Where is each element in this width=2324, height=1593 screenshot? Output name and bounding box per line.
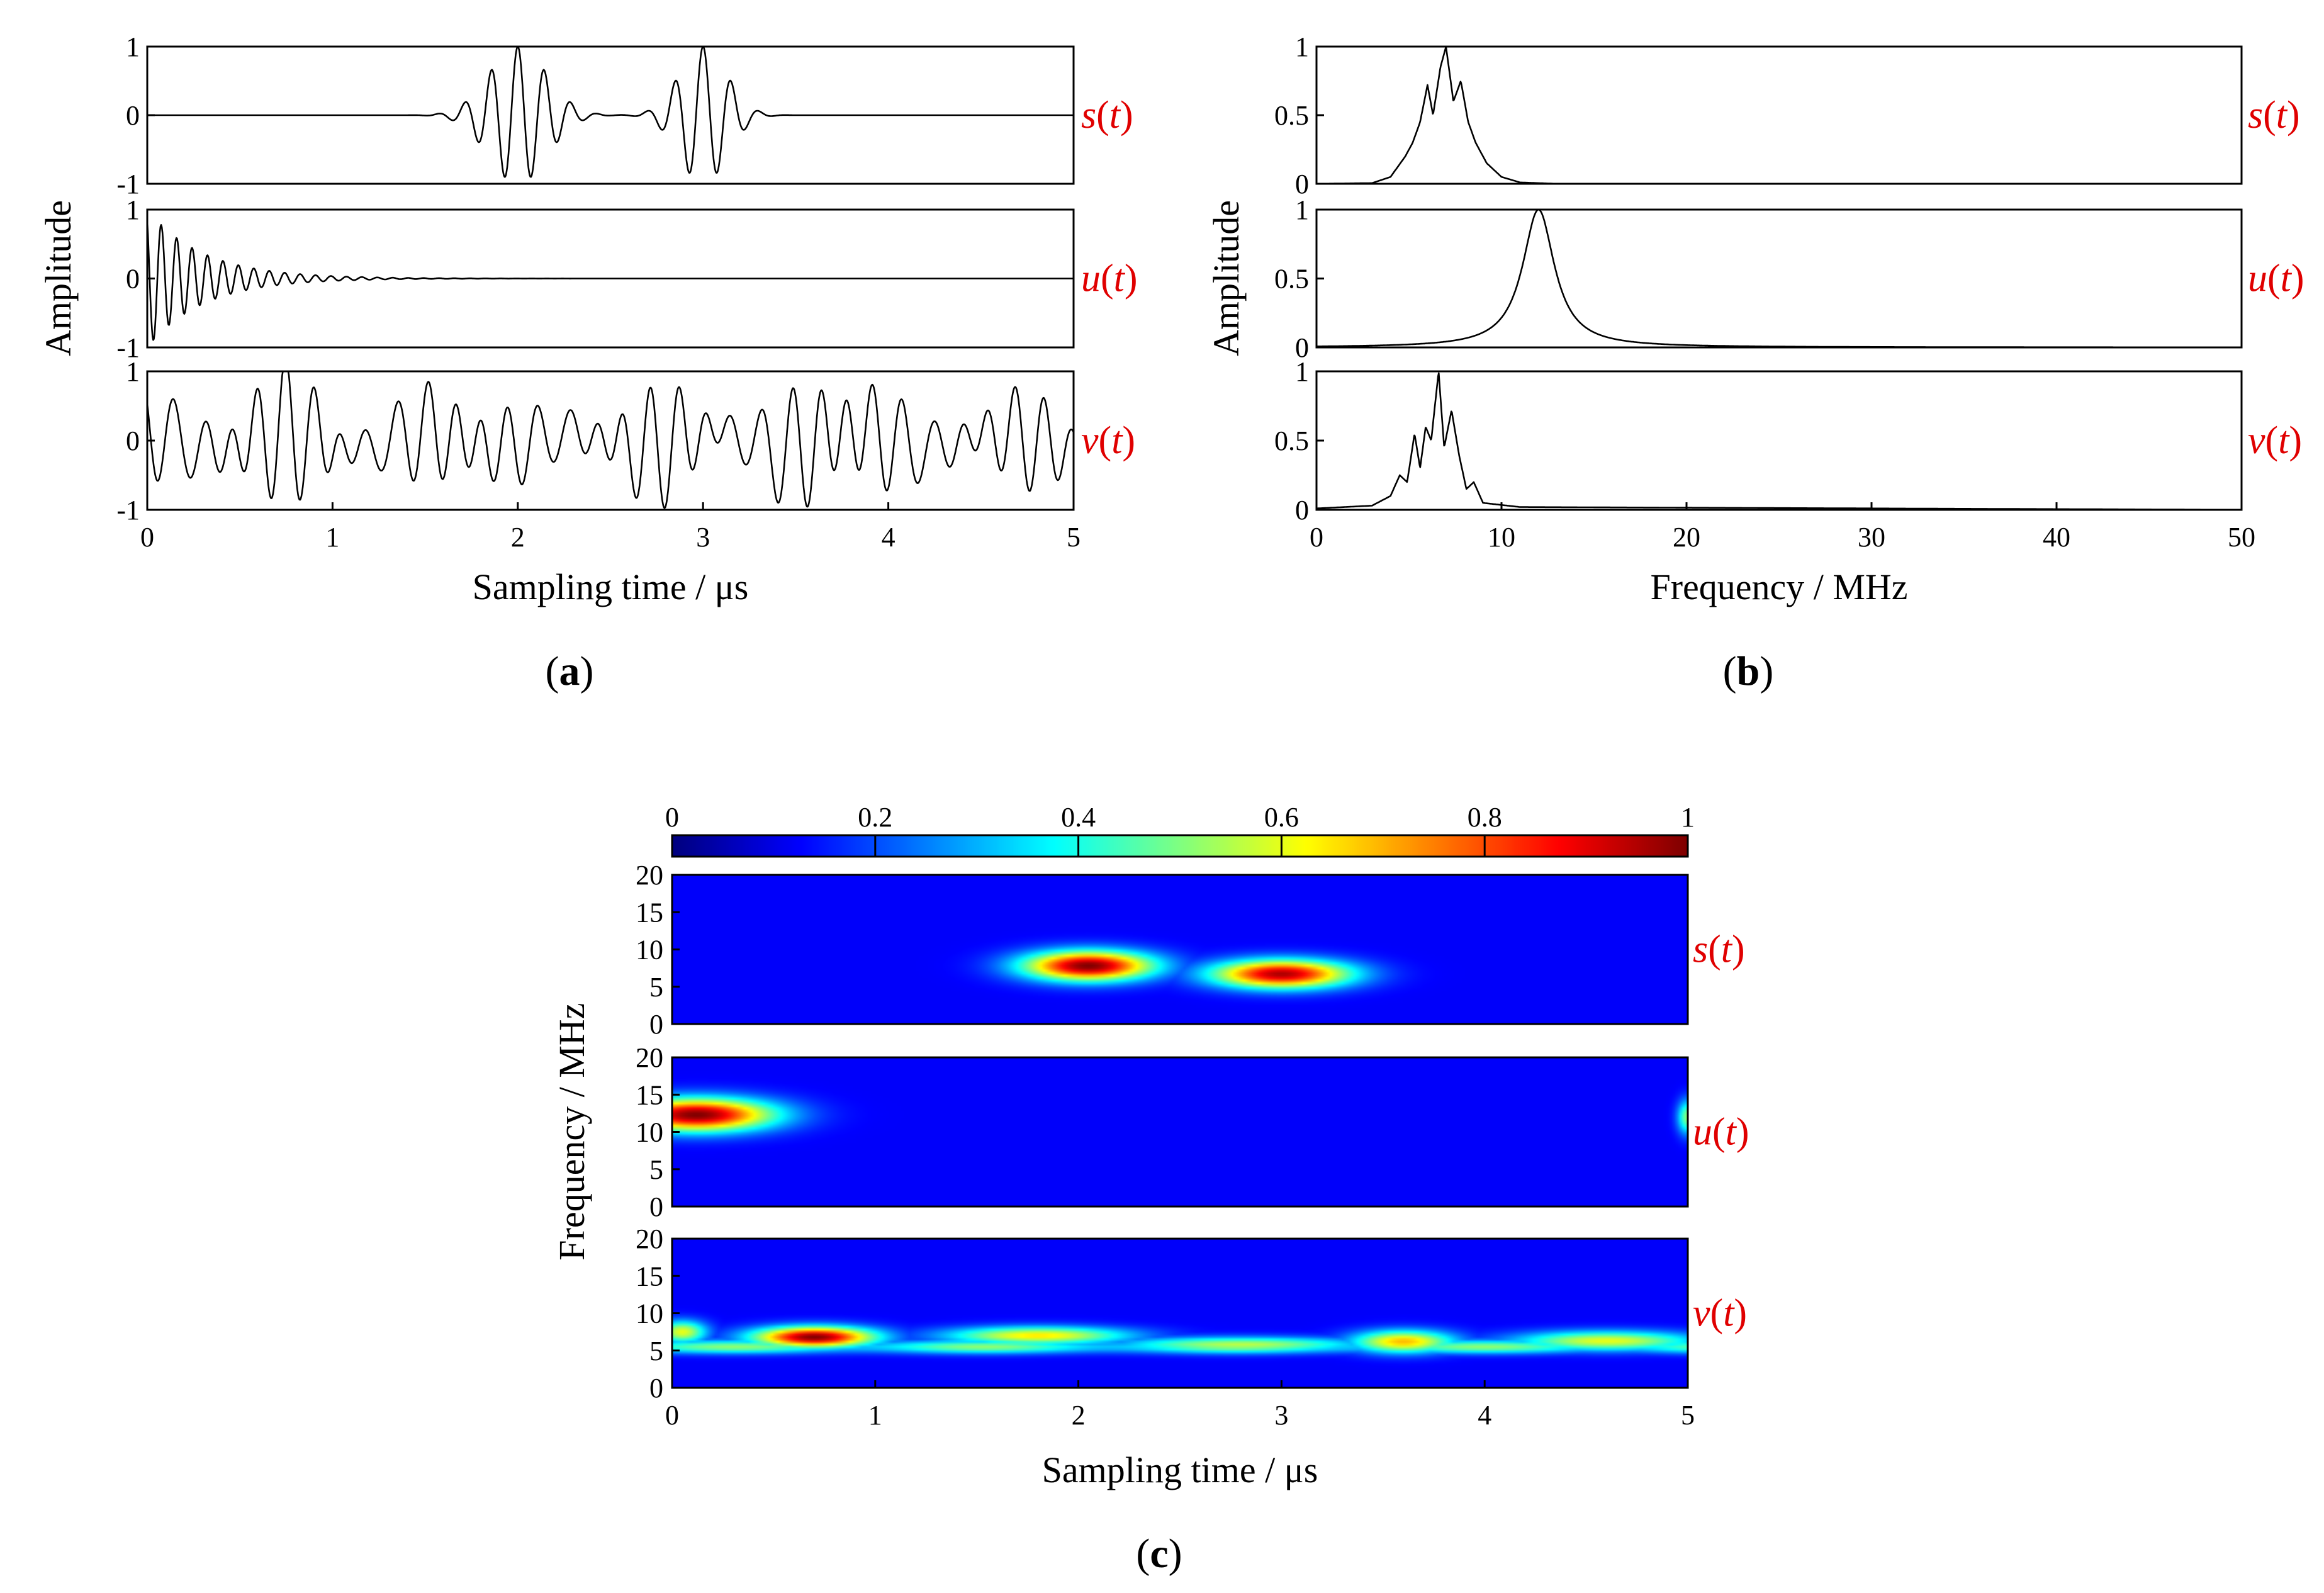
y-tick-label: -1 (116, 495, 140, 526)
colorbar-tick-label: 0.6 (1264, 802, 1299, 833)
subfigure-b: 0 0.5 1 s(t) 0 0.5 1 u(t) 0 0.5 1 v(t) 0 10 20 30 40 50 Am… (1206, 31, 2304, 694)
x-tick-label: 1 (325, 522, 339, 553)
panel-frame-a-2 (146, 370, 1075, 511)
y-tick-label: 10 (636, 935, 663, 965)
panel-frame-b-2 (1315, 370, 2243, 511)
colorbar (672, 835, 1688, 857)
y-axis-label-b: Amplitude (1206, 200, 1247, 356)
y-tick-label: 20 (636, 1042, 663, 1073)
y-tick-label: 20 (636, 1224, 663, 1254)
x-tick-label: 1 (868, 1400, 882, 1431)
panel-frame-b-1 (1315, 208, 2243, 349)
y-tick-label: 0 (1295, 332, 1309, 363)
series-label-a-v: v(t) (1081, 419, 1135, 462)
series-label-a-u: u(t) (1081, 257, 1138, 300)
series-label-b-s: s(t) (2248, 94, 2300, 137)
heatmap-s (672, 875, 1688, 1024)
y-tick-label: 5 (649, 972, 663, 1003)
series-line-b-v (1316, 372, 2242, 511)
x-tick-label: 0 (1310, 522, 1323, 553)
heatmap-v (672, 1239, 1688, 1388)
colorbar-tick-label: 0.4 (1061, 802, 1096, 833)
series-label-c-v: v(t) (1693, 1292, 1747, 1335)
x-tick-label: 4 (1478, 1400, 1491, 1431)
y-tick-label: 1 (1295, 31, 1309, 62)
y-tick-label: 1 (126, 31, 140, 62)
y-tick-label: 15 (636, 1261, 663, 1292)
series-label-b-u: u(t) (2248, 257, 2304, 300)
x-tick-label: 3 (696, 522, 710, 553)
x-tick-label: 4 (882, 522, 895, 553)
series-label-c-u: u(t) (1693, 1111, 1749, 1154)
series-line-b-u (1316, 208, 2242, 349)
colorbar-tick-label: 0 (665, 802, 679, 833)
y-tick-label: 1 (1295, 194, 1309, 225)
y-tick-label: 0 (126, 264, 140, 295)
y-axis-label-c: Frequency / MHz (551, 1003, 592, 1260)
colorbar-tick-label: 0.8 (1468, 802, 1502, 833)
x-tick-label: 0 (140, 522, 154, 553)
y-tick-label: 0 (1295, 169, 1309, 200)
panel-frame-b-0 (1315, 45, 2243, 185)
x-axis-label-c: Sampling time / μs (1042, 1449, 1318, 1490)
x-tick-label: 5 (1681, 1400, 1695, 1431)
x-tick-label: 5 (1067, 522, 1081, 553)
y-tick-label: 0 (126, 425, 140, 456)
y-tick-label: 0 (1295, 495, 1309, 526)
series-line-a-v (146, 370, 1075, 509)
x-tick-label: 10 (1488, 522, 1515, 553)
heatmap-u (672, 1057, 1688, 1207)
y-tick-label: 5 (649, 1336, 663, 1366)
x-axis-label-b: Frequency / MHz (1650, 566, 1907, 607)
x-tick-label: 30 (1858, 522, 1885, 553)
colorbar-tick-label: 1 (1681, 802, 1695, 833)
y-tick-label: -1 (116, 332, 140, 363)
y-tick-label: 1 (126, 356, 140, 387)
y-tick-label: 0.5 (1274, 425, 1309, 456)
series-label-b-v: v(t) (2248, 419, 2302, 462)
y-tick-label: 0 (649, 1373, 663, 1404)
y-tick-label: -1 (116, 169, 140, 200)
series-line-b-s (1316, 45, 2242, 185)
y-tick-label: 1 (1295, 356, 1309, 387)
y-tick-label: 0 (649, 1009, 663, 1040)
y-tick-label: 0.5 (1274, 100, 1309, 131)
y-tick-label: 0 (649, 1191, 663, 1222)
y-tick-label: 0.5 (1274, 264, 1309, 295)
y-tick-label: 20 (636, 860, 663, 891)
subfigure-label-b: (b) (1723, 648, 1774, 694)
y-tick-label: 10 (636, 1298, 663, 1329)
x-tick-label: 2 (511, 522, 525, 553)
x-axis-label-a: Sampling time / μs (473, 566, 749, 607)
y-tick-label: 15 (636, 897, 663, 928)
series-label-a-s: s(t) (1081, 94, 1133, 137)
y-tick-label: 15 (636, 1079, 663, 1110)
y-tick-label: 5 (649, 1154, 663, 1185)
y-axis-label-a: Amplitude (38, 200, 79, 356)
x-tick-label: 0 (665, 1400, 679, 1431)
x-tick-label: 20 (1673, 522, 1700, 553)
colorbar-tick-label: 0.2 (858, 802, 892, 833)
series-line-a-u (146, 222, 1074, 341)
series-label-c-s: s(t) (1693, 928, 1745, 971)
subfigure-label-a: (a) (546, 648, 594, 694)
x-tick-label: 2 (1072, 1400, 1086, 1431)
series-line-a-s (147, 45, 1074, 178)
x-tick-label: 3 (1274, 1400, 1288, 1431)
y-tick-label: 10 (636, 1117, 663, 1148)
y-tick-label: 0 (126, 100, 140, 131)
y-tick-label: 1 (126, 194, 140, 225)
x-tick-label: 50 (2228, 522, 2255, 553)
subfigure-label-c: (c) (1136, 1531, 1182, 1577)
x-tick-label: 40 (2043, 522, 2070, 553)
